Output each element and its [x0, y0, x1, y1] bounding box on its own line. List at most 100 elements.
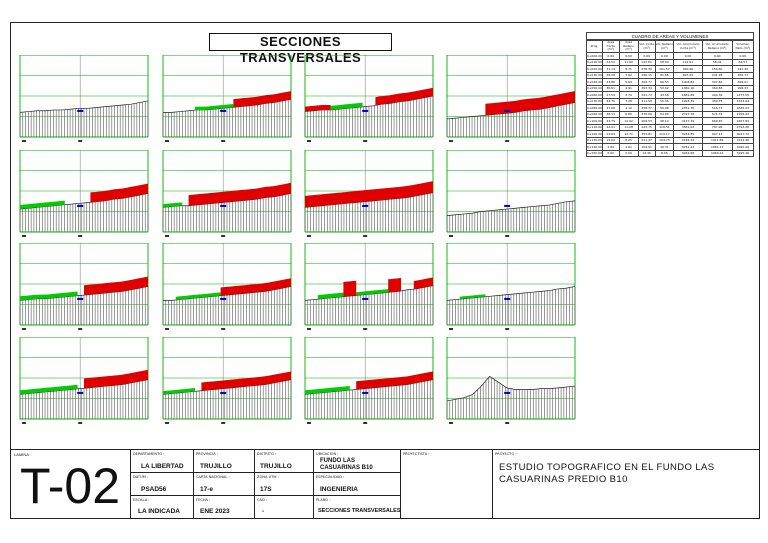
fill-area	[20, 384, 78, 395]
station-tick	[363, 328, 368, 330]
cross-section-1	[19, 55, 149, 142]
cross-section-12	[446, 243, 576, 330]
table-cell: 1533.64	[731, 97, 755, 105]
table-cell: 5.69	[618, 78, 639, 86]
table-cell: 11.60	[618, 58, 639, 66]
plano-label: PLANO :	[316, 498, 331, 502]
table-header-cell: Vol. Acumulado Corte (m³)	[673, 40, 703, 53]
table-header-cell: Volumen Neto (m³)	[731, 40, 755, 53]
station-tick	[505, 235, 510, 237]
station-tick	[363, 422, 368, 424]
table-cell: 999.33	[731, 84, 755, 92]
table-cell: 8.71	[618, 65, 639, 73]
station-tick	[363, 235, 368, 237]
fecha-value: ENE 2023	[200, 508, 230, 515]
axis-marker	[504, 204, 511, 207]
table-header-cell: Vol. Relleno (m³)	[654, 40, 675, 53]
table-cell: 241.30	[731, 65, 755, 73]
ground-profile	[162, 193, 292, 208]
cut-area	[233, 91, 291, 108]
table-row: 0+070.00 34.76 7.28 311.50 55.36 1993.39 459.7…	[586, 97, 755, 105]
table-cell: 4264.68	[673, 149, 703, 157]
cut-area	[485, 91, 575, 116]
cross-section-13	[19, 337, 149, 424]
table-cell: 0+100.00	[586, 117, 603, 125]
cross-section-6	[162, 150, 292, 237]
cut-area	[84, 276, 148, 296]
station-tick	[22, 140, 26, 142]
table-cell: 0.00	[601, 149, 620, 157]
station-tick	[449, 235, 453, 237]
cross-section-8	[446, 150, 576, 237]
fecha-label: FECHA :	[196, 498, 211, 502]
station-tick	[78, 328, 83, 330]
title-block	[10, 449, 760, 520]
cut-area	[201, 371, 291, 391]
cut-area	[343, 280, 357, 297]
table-header-cell: Prog.	[586, 40, 603, 53]
axis-marker	[220, 109, 227, 112]
cross-section-14	[162, 337, 292, 424]
table-cell: 2467.84	[731, 117, 755, 125]
table-cell: 4.12	[618, 104, 639, 112]
station-tick	[165, 140, 169, 142]
escala-value: LA INDICADA	[138, 508, 181, 515]
station-tick	[22, 422, 26, 424]
table-row: 0+050.00 36.81 4.91 353.34 53.02 1360.16 360.8…	[586, 84, 755, 92]
table-row: 0+010.00 24.52 11.60 122.61 58.04 122.61 58.04…	[586, 58, 755, 66]
table-cell: 296.15	[637, 71, 656, 79]
cross-section-2	[162, 55, 292, 142]
datum-value: PSAD56	[141, 486, 167, 493]
cut-area	[305, 181, 433, 208]
cut-area	[84, 369, 148, 389]
cross-section-15	[304, 337, 434, 424]
table-row: 0+090.00 38.11 6.80 376.00 54.60 2727.76 571.3…	[586, 110, 755, 118]
fill-area	[20, 200, 65, 210]
station-tick	[165, 235, 169, 237]
station-tick	[307, 140, 311, 142]
station-tick	[165, 422, 169, 424]
axis-marker	[77, 204, 84, 207]
cad-label: CAD :	[257, 498, 268, 502]
cut-area	[413, 277, 433, 290]
axis-marker	[504, 391, 511, 394]
ground-profile	[19, 100, 149, 113]
station-tick	[307, 422, 311, 424]
cut-area	[388, 277, 401, 293]
table-cell: 0+080.00	[586, 104, 603, 112]
table-cell: 0+070.00	[586, 97, 603, 105]
distrito-label: DISTRITO :	[257, 452, 277, 456]
table-cell: 0+020.00	[586, 65, 603, 73]
cross-section-10	[162, 243, 292, 330]
cut-area	[375, 87, 433, 106]
station-tick	[449, 140, 453, 142]
table-cell: 376.00	[637, 110, 656, 118]
proyecto-label: PROYECTO :	[495, 452, 517, 456]
ground-profile	[446, 200, 576, 216]
table-cell: 12.62	[618, 117, 639, 125]
station-tick	[449, 328, 453, 330]
fill-area	[175, 292, 221, 300]
axis-marker	[77, 297, 84, 300]
fill-area	[459, 294, 486, 300]
axis-marker	[362, 391, 369, 394]
sheet-code: T-02	[19, 458, 121, 514]
table-header-cell: Vol. Acumulado Relleno (m³)	[701, 40, 733, 53]
table-cell: 0.00	[618, 149, 639, 157]
table-cell: 409.53	[637, 117, 656, 125]
table-row: 0+100.00 43.79 12.62 409.53 98.12 3137.29 669.…	[586, 117, 755, 125]
table-cell: 358.37	[637, 104, 656, 112]
table-header-cell: Vol. Corte (m³)	[637, 40, 656, 53]
axis-marker	[504, 109, 511, 112]
axis-marker	[362, 109, 369, 112]
cut-area	[220, 278, 291, 296]
ground-profile	[19, 286, 149, 301]
especialidad-value: INGENIERIA	[320, 486, 358, 493]
table-cell: 1069.22	[701, 149, 733, 157]
ground-profile	[446, 375, 576, 402]
table-cell: 7.62	[618, 71, 639, 79]
cross-section-11	[304, 243, 434, 330]
table-cell: 309.77	[637, 78, 656, 86]
quantity-table-title: CUADRO DE AREAS Y VOLUMENES	[586, 32, 754, 40]
datum-label: DATUM :	[133, 475, 149, 479]
